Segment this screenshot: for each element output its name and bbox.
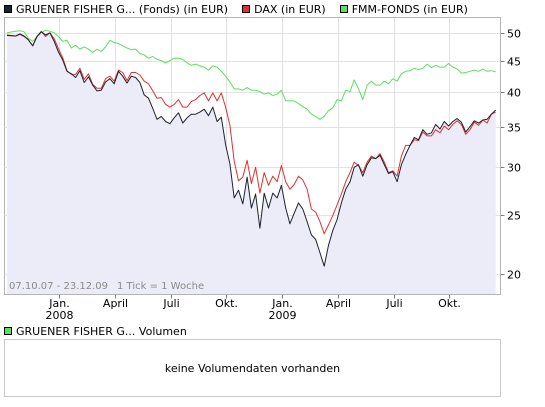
- legend-swatch-fonds: [4, 5, 12, 13]
- x-tick-year-label: 2009: [269, 309, 297, 322]
- legend-label-fonds: GRUENER FISHER G... (Fonds) (in EUR): [16, 2, 229, 16]
- x-tick-label: Juli: [162, 297, 179, 310]
- legend-swatch-fmm: [339, 5, 348, 13]
- x-tick-label: Jan.: [271, 297, 292, 310]
- x-tick-label: Okt.: [438, 297, 461, 310]
- y-tick-label: 35: [507, 122, 521, 135]
- volume-legend-label: GRUENER FISHER G... Volumen: [16, 324, 187, 338]
- legend-item-dax: DAX (in EUR): [242, 3, 326, 16]
- volume-legend-swatch: [4, 327, 12, 335]
- legend-item-fmm: FMM-FONDS (in EUR): [339, 2, 468, 16]
- y-tick-label: 25: [507, 210, 521, 223]
- x-tick-label: Juli: [385, 297, 402, 310]
- legend-item-fonds: GRUENER FISHER G... (Fonds) (in EUR): [4, 3, 228, 16]
- legend-swatch-dax: [242, 5, 251, 13]
- x-tick-label: Jan.: [48, 297, 69, 310]
- volume-empty-message: keine Volumendaten vorhanden: [164, 361, 341, 375]
- x-tick-label: April: [326, 297, 351, 310]
- y-tick-label: 45: [507, 56, 521, 69]
- tick-interval-label: 1 Tick = 1 Woche: [117, 281, 204, 292]
- legend-label-fmm: FMM-FONDS (in EUR): [351, 2, 468, 16]
- y-tick-label: 50: [507, 28, 521, 41]
- date-range-label: 07.10.07 - 23.12.09: [9, 281, 108, 292]
- x-tick-year-label: 2008: [46, 309, 74, 322]
- y-tick-label: 30: [507, 162, 521, 175]
- x-tick-label: Okt.: [215, 297, 238, 310]
- x-tick-label: April: [103, 297, 128, 310]
- series-line-fonds: [6, 31, 497, 267]
- y-tick-label: 20: [507, 269, 521, 282]
- series-area-fonds: [7, 31, 496, 295]
- volume-legend: GRUENER FISHER G... Volumen: [4, 324, 187, 338]
- chart-legend: GRUENER FISHER G... (Fonds) (in EUR) DAX…: [4, 2, 482, 16]
- volume-panel: keine Volumendaten vorhanden: [4, 339, 501, 397]
- legend-label-dax: DAX (in EUR): [254, 2, 326, 16]
- y-tick-label: 40: [507, 87, 521, 100]
- series-line-fmm: [6, 29, 496, 120]
